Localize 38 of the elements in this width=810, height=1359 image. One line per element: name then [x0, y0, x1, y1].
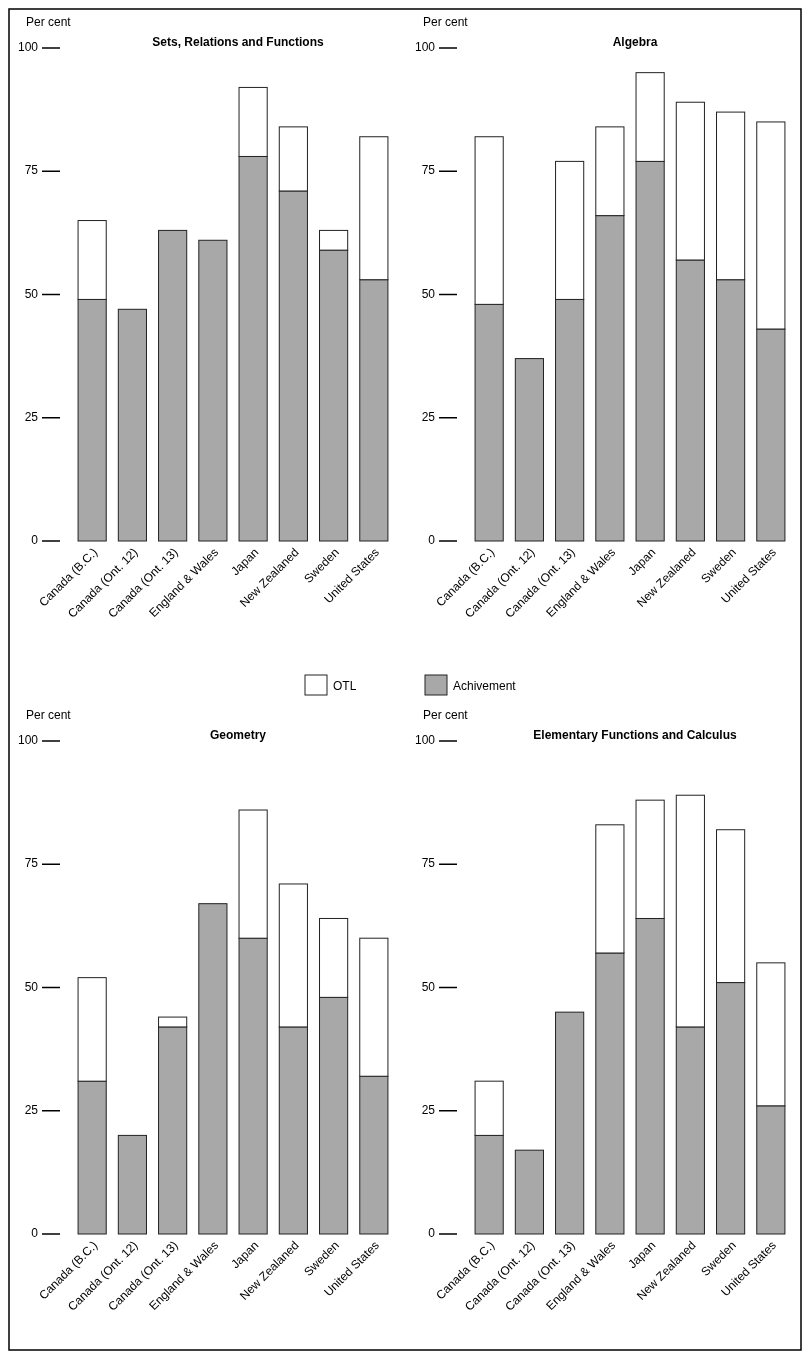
y-tick-label: 0 — [31, 1226, 39, 1241]
legend-label: OTL — [333, 679, 357, 693]
bar — [555, 1011, 585, 1235]
y-tick-label: 75 — [421, 856, 436, 871]
y-tick-label: 0 — [428, 1226, 436, 1241]
y-tick-label: 100 — [17, 733, 39, 748]
chart-title: Algebra — [612, 35, 658, 49]
bar — [514, 1149, 544, 1235]
y-axis-title: Per cent — [26, 15, 72, 29]
y-tick-label: 50 — [24, 286, 39, 301]
y-tick-label: 25 — [24, 1102, 39, 1117]
bar — [117, 308, 147, 542]
y-axis-title: Per cent — [423, 15, 469, 29]
y-tick-label: 0 — [31, 533, 39, 548]
y-tick-label: 100 — [414, 40, 436, 55]
bar — [198, 239, 228, 542]
y-tick-label: 50 — [421, 979, 436, 994]
y-tick-label: 0 — [428, 533, 436, 548]
chart-title: Sets, Relations and Functions — [152, 35, 324, 49]
y-tick-label: 100 — [414, 733, 436, 748]
y-tick-label: 25 — [24, 409, 39, 424]
y-tick-label: 25 — [421, 409, 436, 424]
y-tick-label: 50 — [24, 979, 39, 994]
y-tick-label: 50 — [421, 286, 436, 301]
chart-title: Geometry — [209, 728, 267, 742]
y-axis-title: Per cent — [26, 708, 72, 722]
bar — [117, 1134, 147, 1235]
bar — [158, 229, 188, 542]
chart-title: Elementary Functions and Calculus — [533, 728, 738, 742]
y-tick-label: 25 — [421, 1102, 436, 1117]
y-tick-label: 75 — [421, 163, 436, 178]
bar — [198, 903, 228, 1235]
bar — [514, 358, 544, 542]
legend-label: Achivement — [453, 679, 517, 693]
y-tick-label: 75 — [24, 163, 39, 178]
y-axis-title: Per cent — [423, 708, 469, 722]
y-tick-label: 75 — [24, 856, 39, 871]
y-tick-label: 100 — [17, 40, 39, 55]
